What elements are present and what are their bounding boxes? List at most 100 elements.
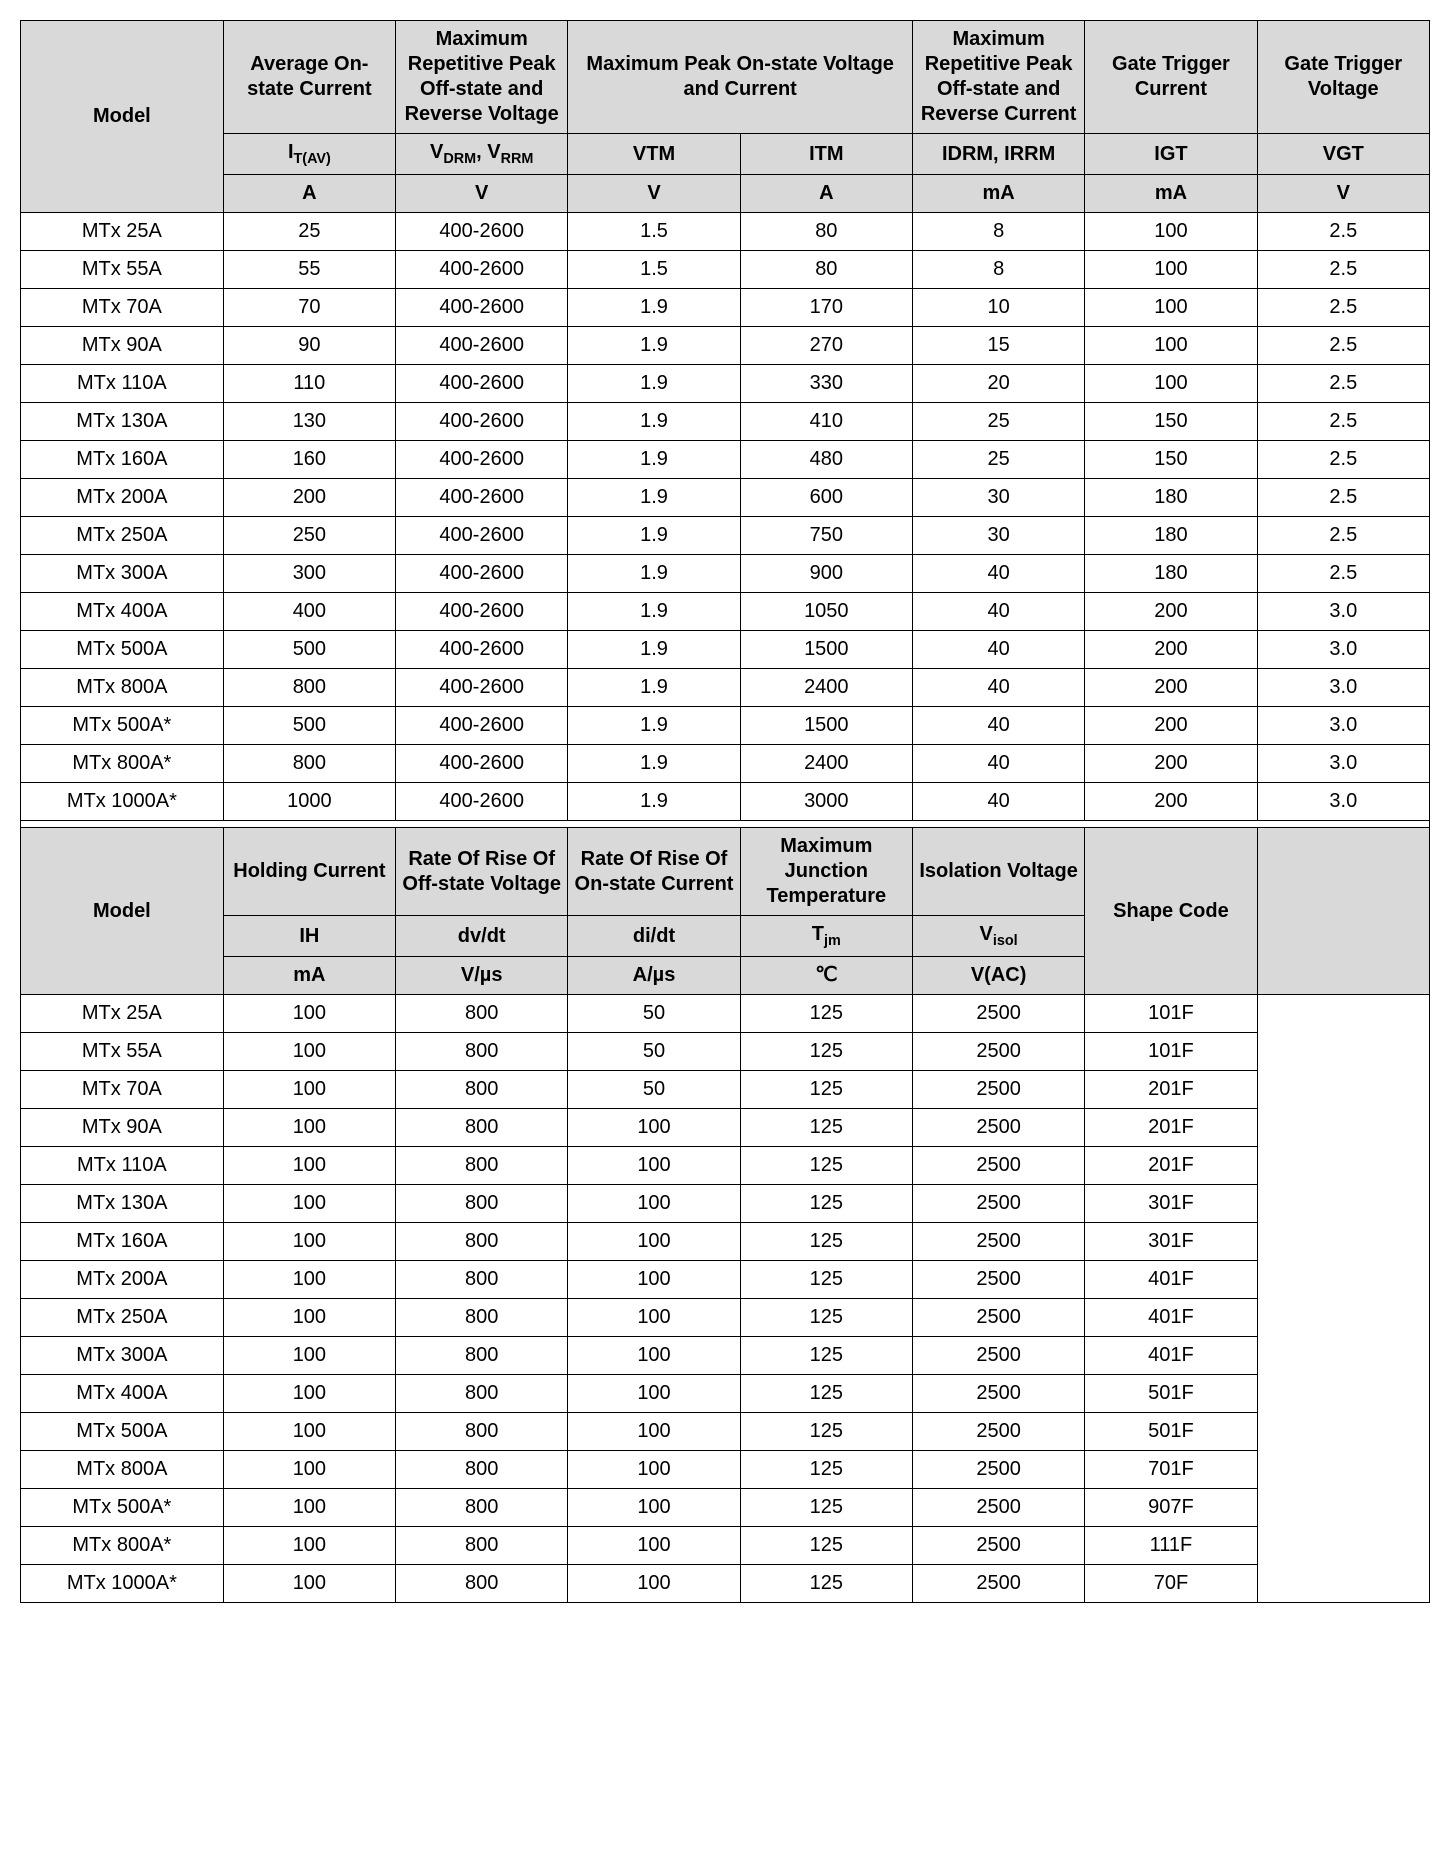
table-cell: 30 (912, 517, 1084, 555)
table-cell: 501F (1085, 1413, 1257, 1451)
table-cell: 1.9 (568, 783, 740, 821)
table-cell: 25 (912, 441, 1084, 479)
table-cell: MTx 500A (21, 1413, 224, 1451)
table-cell: 2500 (912, 1489, 1084, 1527)
table-cell: 301F (1085, 1185, 1257, 1223)
table-cell: 100 (568, 1565, 740, 1603)
table-cell-blank (1257, 1299, 1429, 1337)
table-cell: 100 (1085, 327, 1257, 365)
table-cell: 500 (223, 631, 395, 669)
unit-A: A (740, 175, 912, 213)
table-cell: 80 (740, 251, 912, 289)
table-cell: 400-2600 (396, 555, 568, 593)
table-cell: 250 (223, 517, 395, 555)
table-cell: 40 (912, 783, 1084, 821)
table-cell: 200 (1085, 707, 1257, 745)
table-cell: 70 (223, 289, 395, 327)
table-cell: 150 (1085, 403, 1257, 441)
table-cell: MTx 130A (21, 403, 224, 441)
table-cell: 200 (1085, 669, 1257, 707)
table-cell: 100 (223, 1109, 395, 1147)
table-cell: 2500 (912, 995, 1084, 1033)
table-cell: MTx 25A (21, 995, 224, 1033)
table-cell: 40 (912, 745, 1084, 783)
table-cell: MTx 55A (21, 251, 224, 289)
table-cell: MTx 90A (21, 327, 224, 365)
table-cell: 2500 (912, 1451, 1084, 1489)
sym-igt: IGT (1085, 134, 1257, 175)
table-cell: 2500 (912, 1527, 1084, 1565)
table-cell: 200 (1085, 783, 1257, 821)
table-cell: 2.5 (1257, 441, 1429, 479)
table-row: MTx 25A25400-26001.58081002.5 (21, 213, 1430, 251)
table-cell: 2500 (912, 1337, 1084, 1375)
table-cell: 100 (1085, 213, 1257, 251)
table-cell: 201F (1085, 1109, 1257, 1147)
table-cell: 100 (223, 1413, 395, 1451)
table-cell: 2.5 (1257, 365, 1429, 403)
table-cell: MTx 800A* (21, 1527, 224, 1565)
hdr-max-rep-peak-off-rev-voltage: Maximum Repetitive Peak Off-state and Re… (396, 21, 568, 134)
table-cell: 400-2600 (396, 631, 568, 669)
table2-header: Model Holding Current Rate Of Rise Of Of… (21, 828, 1430, 995)
hdr-blank (1257, 828, 1429, 995)
table2-body: MTx 25A100800501252500101FMTx 55A1008005… (21, 995, 1430, 1603)
table-cell: 2400 (740, 669, 912, 707)
table-cell: 330 (740, 365, 912, 403)
table-cell: 800 (396, 1299, 568, 1337)
table-cell: 100 (568, 1185, 740, 1223)
table-row: MTx 90A1008001001252500201F (21, 1109, 1430, 1147)
table-cell: 800 (396, 1071, 568, 1109)
table-cell: 270 (740, 327, 912, 365)
table-cell: 2.5 (1257, 517, 1429, 555)
table-cell: 40 (912, 555, 1084, 593)
table-cell: 125 (740, 1299, 912, 1337)
unit-mA: mA (223, 957, 395, 995)
table-cell: MTx 300A (21, 1337, 224, 1375)
table-cell: 100 (223, 1375, 395, 1413)
table-cell: 800 (396, 1375, 568, 1413)
table-row: MTx 110A1008001001252500201F (21, 1147, 1430, 1185)
table-cell-blank (1257, 1451, 1429, 1489)
table-cell: 1.9 (568, 669, 740, 707)
table-cell: 100 (223, 1147, 395, 1185)
table-cell: 480 (740, 441, 912, 479)
table-row: MTx 1000A*100800100125250070F (21, 1565, 1430, 1603)
table-cell: 100 (568, 1413, 740, 1451)
table-cell: MTx 800A (21, 669, 224, 707)
table-cell: 10 (912, 289, 1084, 327)
sym-tjm: Tjm (740, 916, 912, 957)
table-cell: 125 (740, 1413, 912, 1451)
unit-Aus: A/µs (568, 957, 740, 995)
table-cell: 400-2600 (396, 669, 568, 707)
table-cell: 110 (223, 365, 395, 403)
table-cell: 2.5 (1257, 289, 1429, 327)
table-cell: 1500 (740, 707, 912, 745)
table-cell: MTx 25A (21, 213, 224, 251)
sym-itav: IT(AV) (223, 134, 395, 175)
table-cell: MTx 160A (21, 441, 224, 479)
table-cell-blank (1257, 1071, 1429, 1109)
table-cell-blank (1257, 1147, 1429, 1185)
table-row: MTx 200A200400-26001.9600301802.5 (21, 479, 1430, 517)
table-cell: MTx 1000A* (21, 1565, 224, 1603)
table-cell-blank (1257, 1109, 1429, 1147)
table-cell: 40 (912, 631, 1084, 669)
table-row: MTx 1000A*1000400-26001.93000402003.0 (21, 783, 1430, 821)
table-cell-blank (1257, 1413, 1429, 1451)
table-cell: 55 (223, 251, 395, 289)
table-row: MTx 500A*1008001001252500907F (21, 1489, 1430, 1527)
spec-table: Model Average On-state Current Maximum R… (20, 20, 1430, 1603)
table-cell: 701F (1085, 1451, 1257, 1489)
table-cell: 100 (568, 1337, 740, 1375)
unit-V: V (1257, 175, 1429, 213)
table-cell: 800 (396, 1565, 568, 1603)
table-cell: 130 (223, 403, 395, 441)
table-cell: 301F (1085, 1223, 1257, 1261)
table-cell: 125 (740, 1337, 912, 1375)
table-cell: 100 (568, 1527, 740, 1565)
table-cell: MTx 500A (21, 631, 224, 669)
table-cell: 1.5 (568, 213, 740, 251)
table-cell: 900 (740, 555, 912, 593)
table-cell: 100 (568, 1375, 740, 1413)
